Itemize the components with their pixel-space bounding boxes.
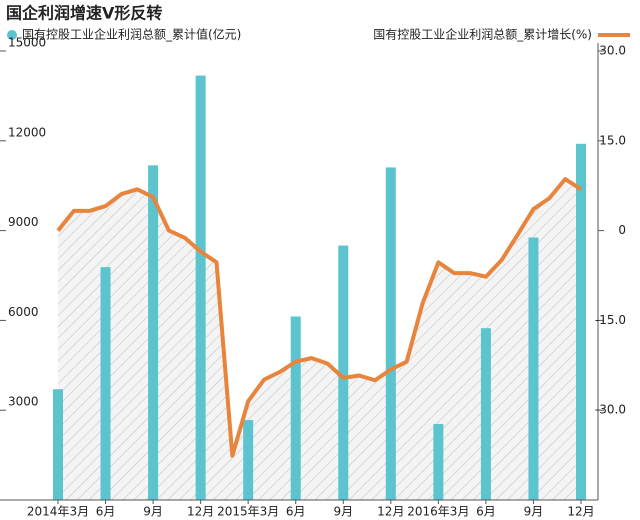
x-tick-label: 9月 <box>524 505 544 519</box>
y-tick-label: 6000 <box>8 305 39 319</box>
bar <box>433 423 444 500</box>
x-tick-label: 6月 <box>96 505 116 519</box>
y2-tick-label: -15.0 <box>595 313 626 327</box>
legend-label: 国有控股工业企业利润总额_累计增长(%) <box>373 27 592 42</box>
x-tick-label: 6月 <box>476 505 496 519</box>
x-tick-label: 2016年3月 <box>407 505 469 519</box>
bar <box>53 389 63 500</box>
x-tick-label: 2014年3月 <box>27 505 89 519</box>
bar <box>528 237 539 500</box>
legend-swatch <box>7 30 17 40</box>
x-tick-label: 12月 <box>187 505 214 519</box>
bar <box>480 328 491 500</box>
y-tick-label: 9000 <box>8 215 39 229</box>
bar <box>100 267 111 500</box>
x-tick-label: 9月 <box>143 505 163 519</box>
x-tick-label: 9月 <box>333 505 353 519</box>
y2-tick-label: 0 <box>618 223 626 237</box>
y-tick-label: 3000 <box>8 395 39 409</box>
line <box>56 177 583 458</box>
x-tick-label: 6月 <box>286 505 306 519</box>
bar <box>576 143 586 500</box>
x-tick-label: 2015年3月 <box>217 505 279 519</box>
chart-title: 国企利润增速V形反转 <box>6 4 162 23</box>
y2-tick-label: 15.0 <box>599 133 626 147</box>
x-tick-label: 12月 <box>567 505 594 519</box>
y-tick-label: 15000 <box>8 36 46 50</box>
bar <box>243 420 254 500</box>
bar <box>148 165 159 500</box>
area <box>58 179 581 500</box>
legend-label: 国有控股工业企业利润总额_累计值(亿元) <box>22 27 241 42</box>
bar <box>195 75 206 500</box>
bar <box>338 245 349 500</box>
y-tick-label: 12000 <box>8 125 46 139</box>
bar <box>290 316 301 500</box>
y2-tick-label: 30.0 <box>599 44 626 58</box>
y2-tick-label: -30.0 <box>595 403 626 417</box>
bar <box>385 167 396 500</box>
x-tick-label: 12月 <box>377 505 404 519</box>
